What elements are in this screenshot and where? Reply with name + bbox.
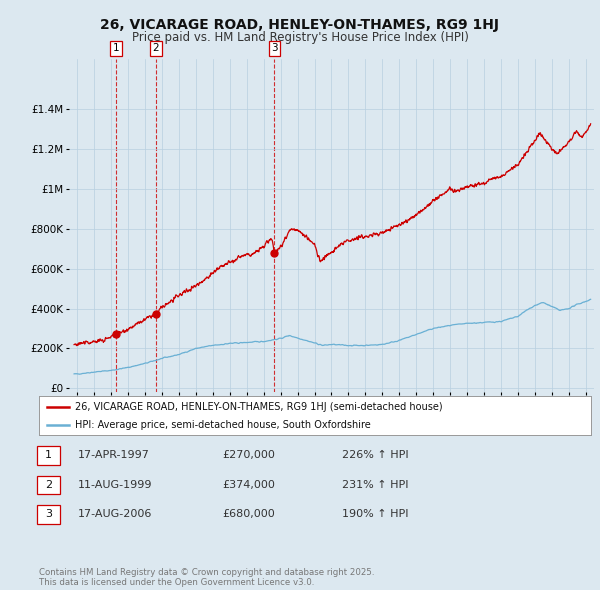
Text: £270,000: £270,000 [222, 451, 275, 460]
Text: 17-AUG-2006: 17-AUG-2006 [78, 510, 152, 519]
Text: 11-AUG-1999: 11-AUG-1999 [78, 480, 152, 490]
Text: 190% ↑ HPI: 190% ↑ HPI [342, 510, 409, 519]
Text: 3: 3 [45, 510, 52, 519]
Text: 26, VICARAGE ROAD, HENLEY-ON-THAMES, RG9 1HJ: 26, VICARAGE ROAD, HENLEY-ON-THAMES, RG9… [101, 18, 499, 32]
Text: 26, VICARAGE ROAD, HENLEY-ON-THAMES, RG9 1HJ (semi-detached house): 26, VICARAGE ROAD, HENLEY-ON-THAMES, RG9… [75, 402, 443, 412]
Text: 2: 2 [152, 44, 159, 54]
Text: 231% ↑ HPI: 231% ↑ HPI [342, 480, 409, 490]
Text: HPI: Average price, semi-detached house, South Oxfordshire: HPI: Average price, semi-detached house,… [75, 420, 371, 430]
Text: 3: 3 [271, 44, 278, 54]
Text: Price paid vs. HM Land Registry's House Price Index (HPI): Price paid vs. HM Land Registry's House … [131, 31, 469, 44]
Text: £680,000: £680,000 [222, 510, 275, 519]
Text: £374,000: £374,000 [222, 480, 275, 490]
Text: 17-APR-1997: 17-APR-1997 [78, 451, 150, 460]
Text: 1: 1 [113, 44, 119, 54]
Text: 1: 1 [45, 451, 52, 460]
Text: Contains HM Land Registry data © Crown copyright and database right 2025.
This d: Contains HM Land Registry data © Crown c… [39, 568, 374, 587]
Text: 226% ↑ HPI: 226% ↑ HPI [342, 451, 409, 460]
Text: 2: 2 [45, 480, 52, 490]
